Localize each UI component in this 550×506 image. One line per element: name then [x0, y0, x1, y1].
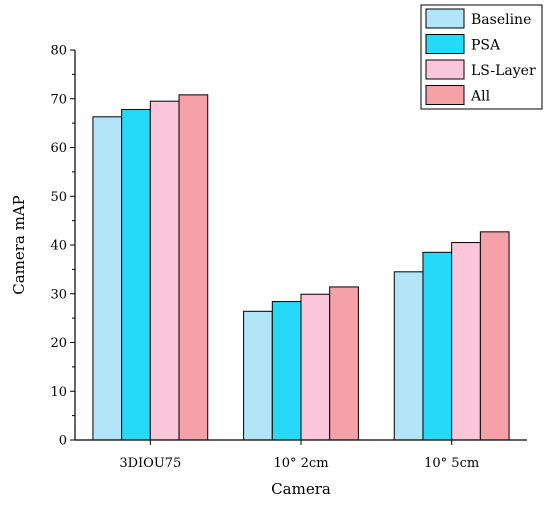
bar-psa-3 [422, 251, 453, 441]
x-tick-label: 10° 2cm [273, 456, 328, 471]
bar-all-1 [178, 94, 209, 441]
bar-all-2 [329, 286, 359, 441]
y-tick-label: 60 [50, 141, 67, 156]
bar-ls-layer-3 [451, 242, 481, 441]
axes-group: 3DIOU75 10° 2cm 10° 5cm 0 10 20 30 40 50 60 70 80 [50, 44, 527, 471]
x-axis-title: Camera [271, 480, 331, 498]
y-tick-label: 50 [50, 190, 67, 205]
legend: Baseline PSA LS-Layer All [420, 4, 543, 110]
bar-baseline-2 [243, 310, 273, 441]
bar-psa-2 [271, 301, 302, 441]
bar-psa-1 [121, 108, 151, 441]
legend-swatch [425, 85, 465, 105]
y-tick-label: 80 [50, 44, 67, 59]
y-tick-label: 10 [50, 385, 67, 400]
bars-group [92, 94, 510, 441]
legend-label: LS-Layer [471, 63, 536, 79]
x-tick-label: 3DIOU75 [119, 456, 181, 471]
bar-baseline-1 [92, 116, 123, 441]
y-tick-label: 70 [50, 92, 67, 107]
bar-all-3 [479, 231, 510, 441]
y-axis-title: Camera mAP [10, 195, 28, 295]
legend-label: All [470, 89, 491, 105]
x-tick-label: 10° 5cm [424, 456, 479, 471]
bar-ls-layer-2 [300, 293, 331, 441]
bar-ls-layer-1 [149, 100, 180, 441]
y-tick-label: 30 [50, 287, 67, 302]
legend-swatch [425, 59, 465, 80]
legend-label: PSA [471, 38, 501, 54]
bar-baseline-3 [393, 271, 424, 441]
y-tick-label: 20 [50, 336, 67, 351]
legend-swatch [425, 8, 465, 29]
legend-label: Baseline [471, 12, 531, 28]
y-tick-label: 40 [50, 239, 67, 254]
legend-swatch [425, 34, 465, 54]
y-tick-label: 0 [59, 434, 67, 449]
